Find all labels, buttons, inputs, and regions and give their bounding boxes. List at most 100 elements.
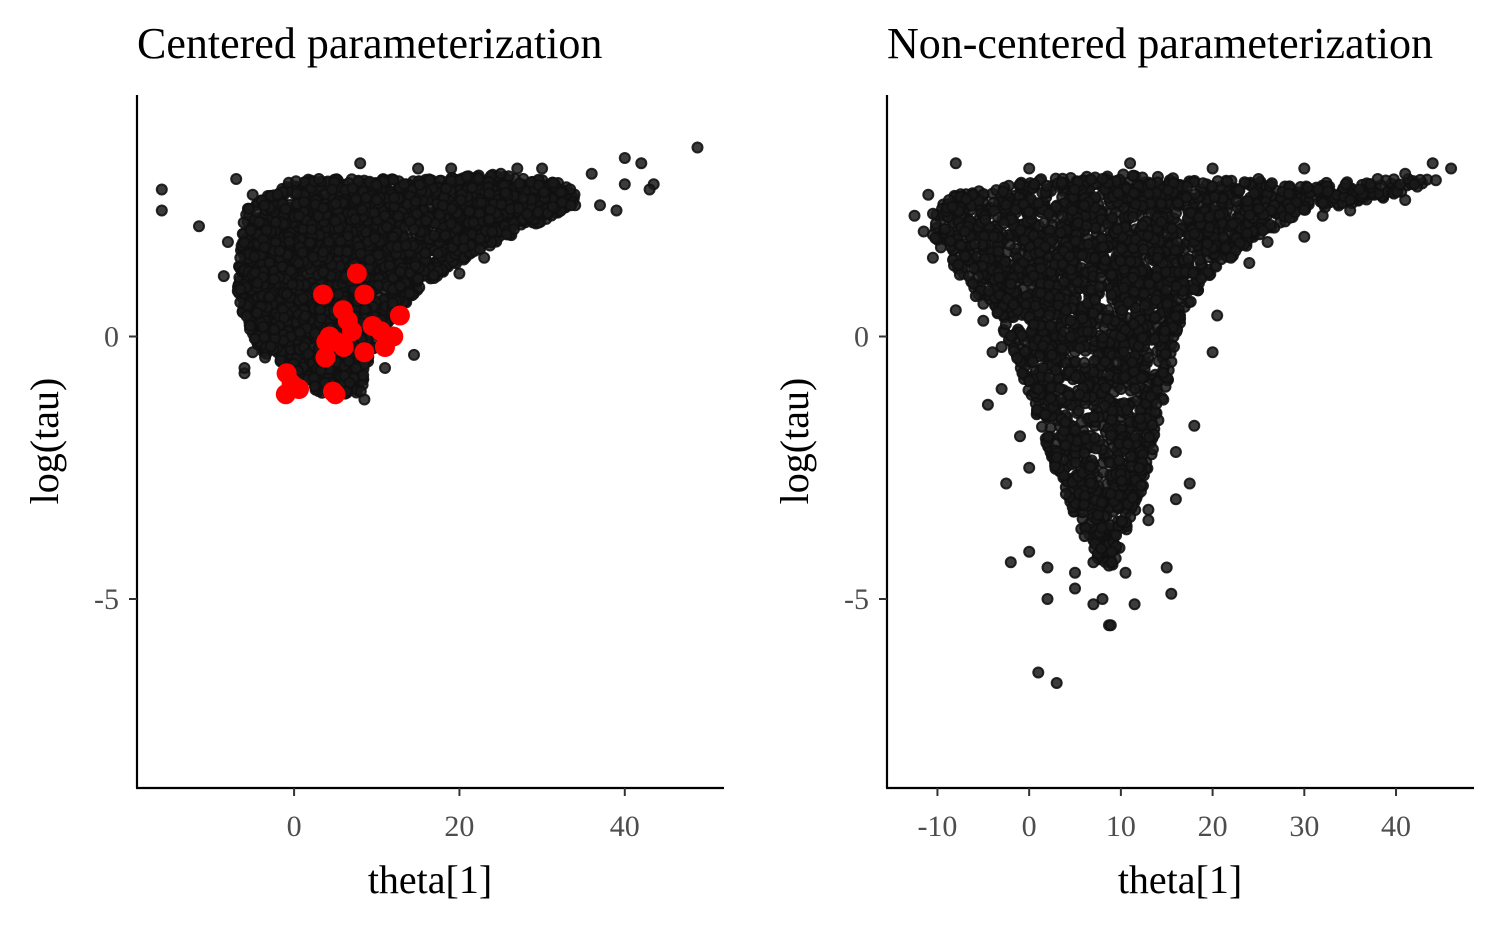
centered-point (248, 250, 261, 263)
centered-point (343, 376, 356, 389)
centered-point (292, 257, 305, 270)
centered-point (260, 224, 273, 237)
centered-point (483, 213, 496, 226)
centered-point (472, 172, 485, 185)
centered-point (263, 290, 276, 303)
centered-point (363, 253, 376, 266)
centered-point (445, 162, 458, 175)
centered-point (432, 247, 445, 260)
centered-point (349, 213, 362, 226)
centered-point (463, 205, 476, 218)
centered-point (302, 348, 315, 360)
centered-point (478, 251, 491, 264)
centered-x-tick-label: 20 (444, 810, 474, 843)
centered-point (293, 210, 305, 223)
centered-point (500, 228, 513, 241)
non-centered-point (1149, 311, 1162, 324)
centered-point (317, 266, 330, 279)
centered-point (193, 220, 205, 233)
centered-point (329, 197, 342, 210)
centered-point-layer (155, 141, 704, 406)
centered-point (246, 346, 259, 359)
centered-point (411, 207, 423, 220)
centered-point (408, 223, 420, 236)
centered-point (346, 182, 359, 195)
centered-highlight-point (389, 305, 410, 326)
centered-point (238, 362, 251, 374)
centered-point (409, 260, 422, 272)
centered-point (360, 191, 373, 204)
centered-point (467, 216, 480, 229)
centered-point (400, 239, 412, 252)
centered-point (517, 192, 530, 205)
centered-point (312, 210, 325, 223)
centered-point (466, 181, 479, 194)
centered-point (358, 393, 371, 406)
centered-point (691, 141, 704, 154)
centered-point (155, 204, 168, 217)
centered-point (217, 270, 230, 283)
non-centered-point (927, 207, 939, 220)
centered-point (585, 167, 598, 180)
centered-point (486, 225, 499, 238)
centered-point (475, 196, 488, 209)
centered-point (341, 245, 353, 258)
centered-point (326, 183, 339, 196)
centered-point (483, 187, 496, 200)
centered-point (610, 204, 623, 217)
centered-highlight-point (289, 379, 309, 399)
centered-point (538, 186, 550, 199)
non-centered-point (1005, 329, 1018, 342)
centered-point (279, 203, 292, 215)
centered-point (244, 319, 257, 332)
centered-point (408, 348, 420, 361)
centered-point (334, 235, 347, 248)
centered-point (439, 229, 452, 242)
centered-point (512, 202, 525, 215)
centered-point (299, 309, 312, 322)
centered-point (635, 157, 648, 170)
centered-point (244, 224, 257, 237)
centered-point (387, 230, 400, 243)
centered-y-tick-label: 0 (104, 321, 119, 354)
centered-point (618, 178, 631, 191)
centered-point (273, 245, 286, 258)
centered-point (297, 292, 309, 305)
centered-point (323, 235, 335, 248)
centered-point (412, 272, 425, 285)
centered-point (308, 380, 321, 393)
centered-point (368, 232, 381, 245)
centered-point (495, 198, 508, 211)
centered-y-tick-label: -5 (94, 583, 119, 616)
non-centered-point (1429, 174, 1442, 187)
centered-point (251, 277, 264, 289)
centered-highlight-point (370, 321, 391, 342)
centered-point (398, 178, 410, 191)
centered-point (420, 214, 433, 227)
non-centered-point (1142, 351, 1155, 364)
centered-point (554, 186, 567, 199)
centered-point (428, 229, 441, 242)
centered-highlight-point (325, 384, 346, 405)
centered-point (305, 223, 318, 236)
centered-point (284, 264, 297, 277)
centered-point (332, 288, 345, 301)
centered-point (394, 280, 407, 293)
centered-highlight-point (333, 337, 354, 357)
centered-point (536, 162, 549, 175)
centered-point (298, 195, 310, 208)
centered-point (413, 178, 426, 191)
centered-point (444, 217, 457, 230)
centered-x-tick-label: 40 (610, 810, 640, 843)
centered-highlight-point (316, 331, 337, 352)
centered-point (258, 241, 271, 254)
centered-point (380, 221, 393, 234)
centered-point (350, 362, 363, 374)
centered-point (234, 251, 247, 264)
centered-highlight-point (354, 284, 375, 305)
centered-y-axis-label: log(tau) (22, 378, 67, 505)
centered-panel-title: Centered parameterization (137, 19, 602, 68)
centered-point (419, 247, 432, 260)
centered-point (258, 199, 271, 212)
